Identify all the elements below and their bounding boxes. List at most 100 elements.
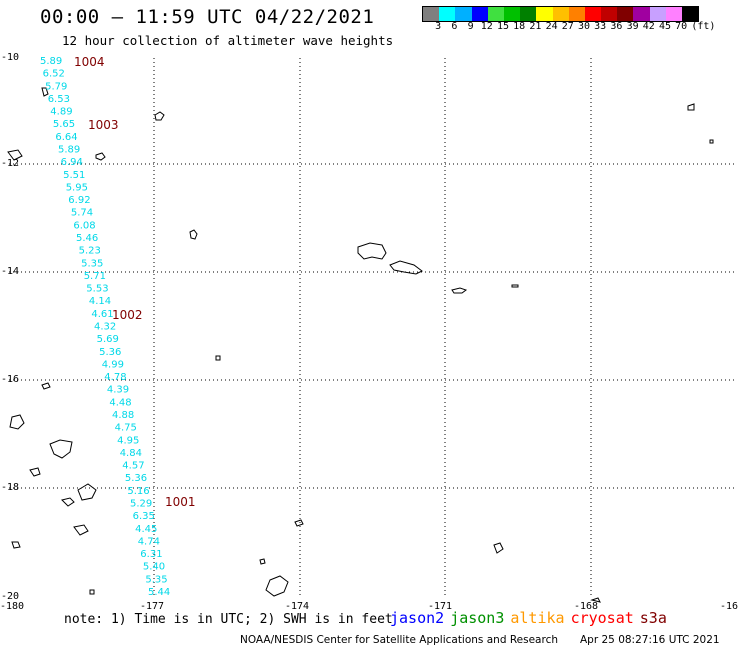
wave-height-value: 6.08 [73,220,95,231]
mission-cryosat: cryosat [570,609,634,627]
island-futuna [154,111,165,121]
wave-height-value: 4.57 [122,461,144,472]
legend-swatch [601,7,618,21]
island-wallis [189,229,198,240]
legend-swatch [455,7,472,21]
wave-height-value: 6.92 [68,195,90,206]
time-stamp-label: 1003 [88,118,119,132]
color-legend-bar [422,6,700,22]
lat-lon-grid [9,58,736,597]
wave-height-value: 5.79 [45,81,67,92]
latitude-tick-label: -18 [1,482,20,493]
latitude-tick-label: -14 [1,266,20,277]
wave-height-value: 5.74 [71,208,93,219]
legend-label: 18 [513,21,526,32]
time-stamp-label: 1001 [165,495,196,509]
island-small-7 [259,558,266,565]
legend-swatch [682,7,699,21]
time-stamps: 1004 1003 1002 1001 [74,55,196,509]
wave-height-value: 4.78 [104,372,126,383]
wave-height-value: 5.95 [66,182,88,193]
island-east-1 [687,103,695,111]
longitude-tick-label: -180 [0,601,25,612]
wave-height-value: 5.35 [145,574,167,585]
wave-height-value: 6.35 [133,511,155,522]
latitude-tick-label: -16 [1,374,20,385]
mission-legend: jason2 jason3 altika cryosat s3a [390,609,673,627]
wave-height-value: 5.46 [76,233,98,244]
legend-label: 9 [467,21,474,32]
legend-unit: (ft) [691,21,716,32]
wave-height-value: 6.31 [140,549,162,560]
wave-height-value: 4.45 [135,524,157,535]
island-tonga-3 [61,497,75,507]
island-tonga-1 [49,439,73,459]
legend-label: 24 [545,21,558,32]
mission-jason3: jason3 [450,609,505,627]
wave-height-value: 6.53 [48,94,70,105]
page-title: 00:00 — 11:59 UTC 04/22/2021 [40,6,375,28]
wave-height-value: 4.95 [117,435,139,446]
latitude-tick-label: -20 [1,591,20,602]
longitude-tick-label: -171 [428,601,453,612]
legend-swatch [584,7,602,21]
latitude-tick-label: -10 [1,52,20,63]
wave-height-value: 5.53 [86,284,108,295]
legend-swatch [665,7,682,21]
wave-height-value: 4.39 [107,385,129,396]
time-stamp-label: 1004 [74,55,105,69]
wave-height-value: 5.29 [130,499,152,510]
wave-height-value: 5.51 [63,170,85,181]
legend-swatch [520,7,537,21]
island-tutuila [451,287,468,294]
legend-label: 30 [577,21,591,32]
legend-swatch [439,7,456,21]
legend-label: 21 [529,21,542,32]
longitude-tick-label: -16 [720,601,739,612]
island-tonga-6 [265,575,289,597]
altimeter-track: 5.896.525.796.534.895.656.645.896.945.51… [40,56,170,598]
island-niue [493,542,504,554]
wave-height-value: 5.89 [58,145,80,156]
mission-altika: altika [510,609,565,627]
wave-height-value: 4.89 [50,107,72,118]
wave-height-value: 4.88 [112,410,134,421]
wave-height-value: 5.35 [81,258,103,269]
color-legend-labels: 3 6 9 12 15 18 21 24 27 30 33 36 39 42 45 70 (ft) [422,21,732,35]
legend-swatch [536,7,553,21]
island-small-6 [89,589,95,595]
wave-height-value: 4.14 [89,296,111,307]
wave-height-value: 6.64 [55,132,77,143]
island-small-2 [294,519,304,527]
island-manua [511,284,519,288]
legend-label: 70 [675,21,688,32]
longitude-tick-label: -177 [140,601,165,612]
wave-height-value: 4.99 [102,359,124,370]
legend-label: 3 [435,21,442,32]
wave-height-value: 5.89 [40,56,62,67]
coastlines [7,87,714,603]
wave-height-value: 4.84 [120,448,142,459]
legend-swatch [471,7,488,21]
island-tonga-2 [9,414,25,430]
island-tonga-5 [73,524,89,536]
wave-height-value: 4.74 [138,536,160,547]
legend-swatch [503,7,521,21]
wave-height-value: 5.23 [79,246,101,257]
island-small-5 [11,541,21,549]
wave-height-value: 5.71 [84,271,106,282]
legend-label: 39 [626,21,639,32]
wave-height-value: 5.36 [125,473,147,484]
wave-height-value: 5.44 [148,587,170,598]
legend-label: 42 [642,21,655,32]
wave-height-value: 5.40 [143,562,165,573]
wave-height-value: 5.65 [53,119,75,130]
legend-swatch [617,7,634,21]
wave-height-value: 5.69 [97,334,119,345]
wave-height-value: 6.94 [61,157,83,168]
wave-height-value: 4.75 [115,423,137,434]
wave-height-value: 5.36 [99,347,121,358]
legend-swatch [487,7,504,21]
legend-swatch [649,7,666,21]
